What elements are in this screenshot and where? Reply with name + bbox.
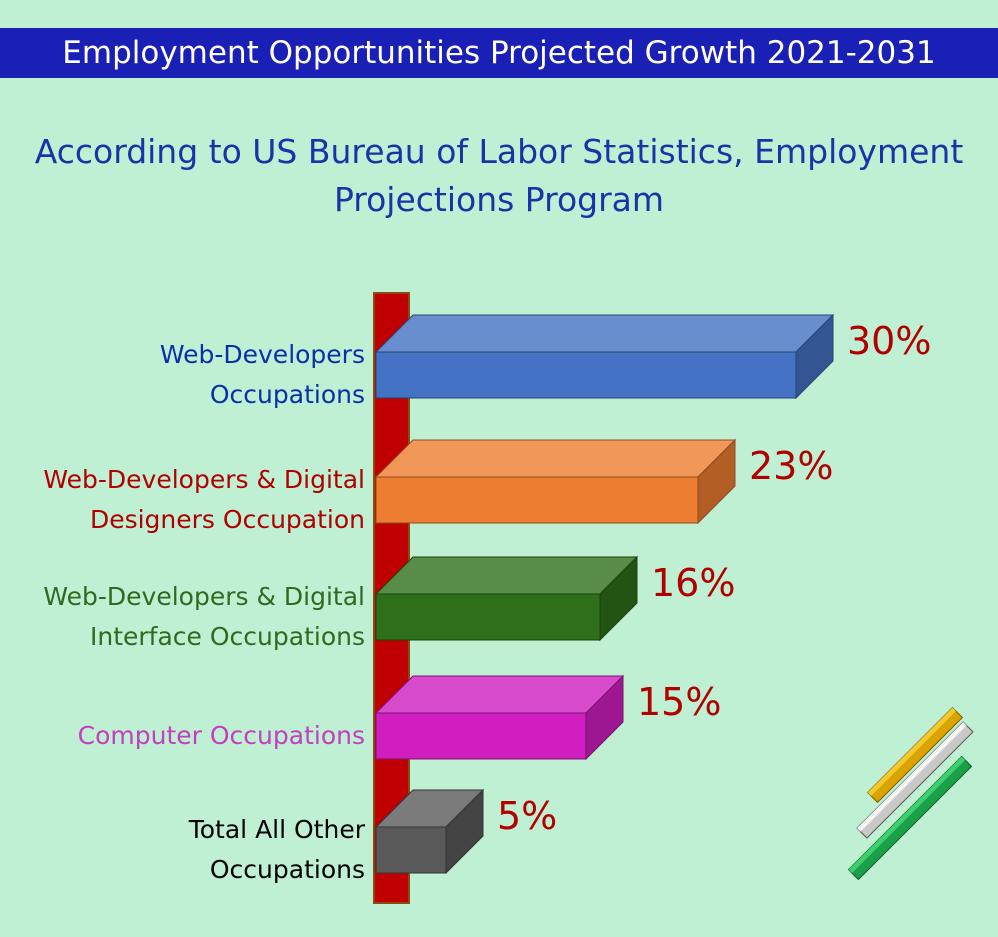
bar-front <box>375 476 699 524</box>
bar-top <box>374 556 639 595</box>
category-label: Computer Occupations <box>77 721 365 750</box>
value-label: 15% <box>637 680 722 724</box>
chart-subtitle: According to US Bureau of Labor Statisti… <box>34 132 964 219</box>
category-label: Web-Developers & Digital Interface Occup… <box>43 582 365 651</box>
category-label: Web-Developers & Digital Designers Occup… <box>43 465 365 534</box>
bar-top <box>374 314 835 353</box>
bar-front <box>375 593 601 641</box>
bar <box>374 788 485 875</box>
value-label: 30% <box>847 319 932 363</box>
bar-top <box>374 675 625 714</box>
bar <box>374 313 835 400</box>
bar <box>374 438 737 525</box>
category-label: Total All Other Occupations <box>188 815 365 884</box>
category-label: Web-Developers Occupations <box>159 340 365 409</box>
bar-top <box>374 439 737 478</box>
pencil-decoration <box>847 706 974 881</box>
value-label: 23% <box>749 444 834 488</box>
value-label: 16% <box>651 561 736 605</box>
value-label: 5% <box>497 794 558 838</box>
bar-front <box>375 826 447 874</box>
bar <box>374 674 625 761</box>
bar <box>374 555 639 642</box>
bar-front <box>375 712 587 760</box>
bar-front <box>375 351 797 399</box>
chart-title: Employment Opportunities Projected Growt… <box>0 28 998 78</box>
